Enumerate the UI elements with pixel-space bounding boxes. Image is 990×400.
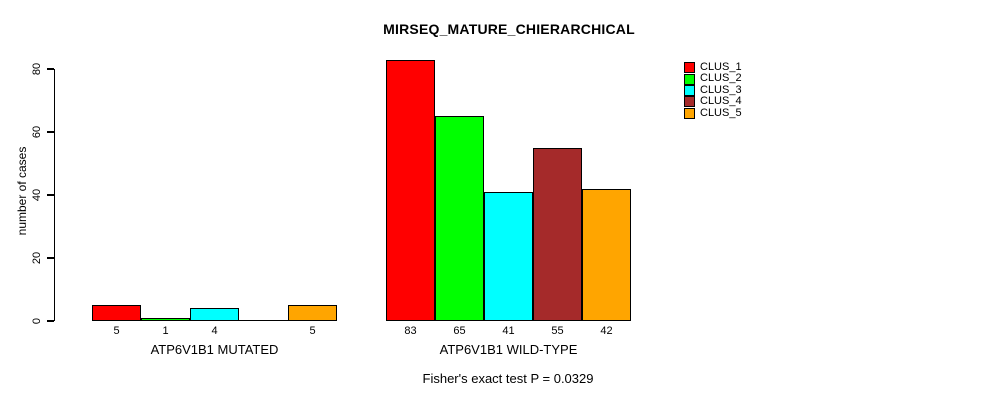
bar-value-label: 4 <box>211 325 218 337</box>
legend-label: CLUS_3 <box>700 83 742 96</box>
legend-item: CLUS_4 <box>684 95 742 108</box>
legend-swatch-clus-5 <box>684 107 695 119</box>
y-tick <box>46 194 54 196</box>
legend-label: CLUS_2 <box>700 72 742 85</box>
bar-value-label: 41 <box>502 325 515 337</box>
legend-label: CLUS_4 <box>700 95 742 108</box>
bar-value-label: 55 <box>551 325 564 337</box>
y-tick <box>46 131 54 133</box>
y-axis-label: number of cases <box>15 146 29 236</box>
y-tick-label: 40 <box>31 188 43 202</box>
y-axis-line <box>53 69 55 321</box>
x-baseline <box>92 319 337 321</box>
legend-swatch-clus-1 <box>684 62 695 74</box>
bar-clus-1-group-1 <box>386 59 435 321</box>
bar-value-label: 83 <box>404 325 417 337</box>
y-tick <box>46 257 54 259</box>
x-baseline <box>386 319 631 321</box>
y-tick <box>46 320 54 322</box>
legend-swatch-clus-2 <box>684 73 695 85</box>
bar-clus-5-group-1 <box>582 188 631 321</box>
bar-clus-4-group-1 <box>533 147 582 321</box>
y-tick <box>46 68 54 70</box>
legend-label: CLUS_5 <box>700 106 742 119</box>
bar-value-label: 65 <box>453 325 466 337</box>
bar-clus-2-group-1 <box>435 116 484 321</box>
legend-item: CLUS_3 <box>684 83 742 96</box>
y-tick-label: 80 <box>31 62 43 76</box>
bar-clus-3-group-1 <box>484 191 533 321</box>
bar-value-label: 5 <box>113 325 120 337</box>
legend-item: CLUS_2 <box>684 72 742 85</box>
legend-item: CLUS_1 <box>684 61 742 74</box>
y-tick-label: 0 <box>31 317 43 325</box>
bar-value-label: 42 <box>600 325 613 337</box>
bar-value-label: 5 <box>309 325 316 337</box>
y-tick-label: 20 <box>31 251 43 265</box>
legend-label: CLUS_1 <box>700 61 742 73</box>
y-tick-label: 60 <box>31 125 43 139</box>
x-category-label: ATP6V1B1 WILD-TYPE <box>439 342 578 357</box>
legend-swatch-clus-3 <box>684 84 695 96</box>
legend-swatch-clus-4 <box>684 96 695 108</box>
legend: CLUS_1 CLUS_2 CLUS_3 CLUS_4 CLUS_5 <box>684 61 742 119</box>
x-category-label: ATP6V1B1 MUTATED <box>150 342 279 357</box>
fisher-test-annotation: Fisher's exact test P = 0.0329 <box>422 371 594 386</box>
chart-title: MIRSEQ_MATURE_CHIERARCHICAL <box>383 21 635 37</box>
legend-item: CLUS_5 <box>684 106 742 119</box>
bar-value-label: 1 <box>162 325 169 337</box>
